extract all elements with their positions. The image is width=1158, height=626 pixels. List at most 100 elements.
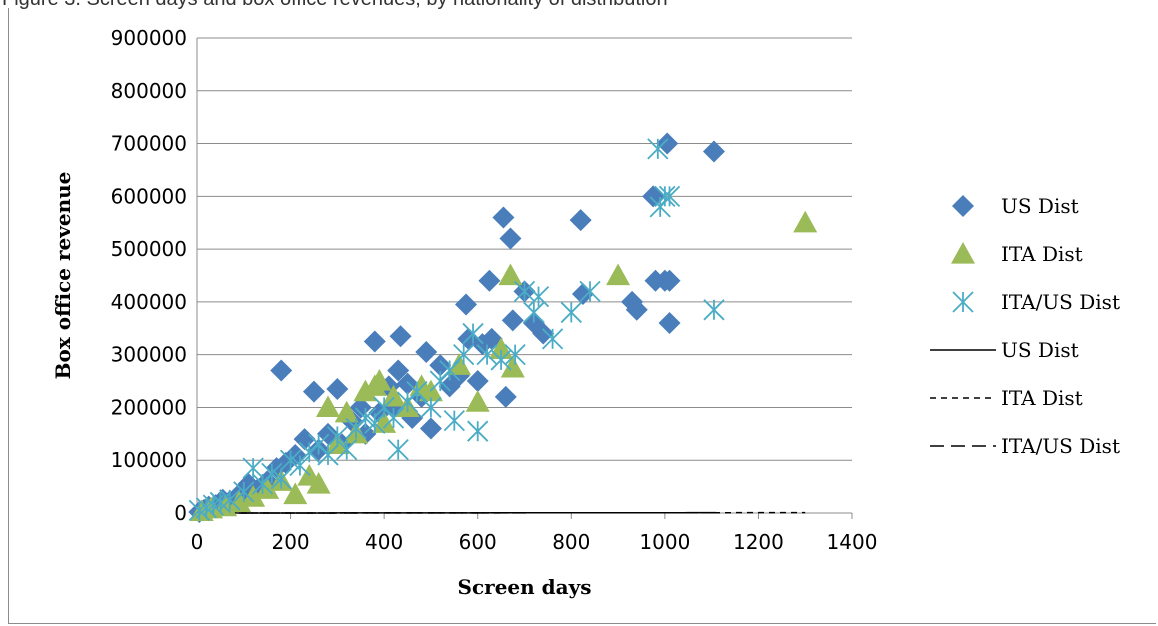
- data-point-diamond: [494, 385, 517, 408]
- data-point-diamond: [658, 312, 681, 334]
- legend-marker-diamond: [952, 195, 974, 217]
- data-point-diamond: [302, 380, 325, 403]
- data-point-diamond: [532, 322, 555, 345]
- y-axis-title: Box office revenue: [51, 172, 75, 380]
- data-point-diamond: [466, 370, 489, 393]
- data-point-asterisk: [279, 449, 302, 471]
- data-point-diamond: [455, 293, 478, 316]
- data-point-asterisk: [527, 285, 550, 308]
- data-point-asterisk: [270, 468, 292, 490]
- legend-label: US Dist: [1001, 338, 1079, 362]
- gridlines: [197, 37, 852, 514]
- data-point-asterisk: [219, 489, 241, 511]
- data-point-diamond: [501, 309, 524, 332]
- data-point-asterisk: [703, 299, 725, 321]
- data-point-asterisk: [233, 481, 255, 503]
- data-point-diamond: [492, 206, 515, 229]
- data-point-triangle: [316, 395, 340, 418]
- data-point-asterisk: [462, 322, 484, 345]
- data-point-asterisk: [382, 407, 405, 429]
- y-tick-label: 200000: [111, 395, 187, 419]
- data-point-asterisk: [560, 301, 582, 324]
- data-point-triangle: [241, 485, 266, 507]
- x-tick-label: 1200: [733, 530, 784, 554]
- legend-label: ITA Dist: [1001, 386, 1083, 410]
- figure-caption: Figure 3. Screen days and box office rev…: [2, 0, 668, 11]
- data-point-asterisk: [647, 138, 669, 160]
- data-point-diamond: [656, 132, 679, 155]
- data-point-triangle: [283, 482, 308, 505]
- data-point-diamond: [658, 269, 681, 292]
- data-point-triangle: [500, 355, 525, 378]
- data-point-triangle: [793, 210, 818, 233]
- legend-label: ITA/US Dist: [1001, 290, 1120, 314]
- data-point-diamond: [478, 269, 501, 292]
- data-point-asterisk: [523, 301, 545, 324]
- data-point-asterisk: [439, 359, 461, 382]
- data-point-asterisk: [658, 185, 681, 207]
- data-point-asterisk: [504, 344, 526, 366]
- data-point-diamond: [644, 269, 667, 292]
- data-point-diamond: [270, 359, 293, 382]
- data-point-triangle: [306, 471, 331, 494]
- data-point-asterisk: [467, 420, 489, 442]
- y-tick-label: 500000: [111, 237, 187, 261]
- data-point-asterisk: [406, 380, 428, 403]
- data-point-asterisk: [420, 396, 442, 419]
- y-tick-label: 700000: [111, 132, 187, 156]
- data-point-diamond: [326, 377, 349, 400]
- data-point-asterisk: [476, 344, 498, 366]
- legend-label: ITA Dist: [1001, 242, 1083, 266]
- x-tick-label: 200: [271, 530, 309, 554]
- data-point-asterisk: [654, 185, 676, 207]
- data-point-diamond: [499, 227, 522, 250]
- data-point-asterisk: [261, 462, 283, 485]
- y-tick-label: 600000: [111, 184, 187, 208]
- data-point-diamond: [702, 140, 725, 163]
- data-point-diamond: [571, 282, 594, 305]
- data-point-diamond: [363, 330, 386, 353]
- data-point-asterisk: [579, 280, 601, 302]
- y-tick-label: 400000: [111, 290, 187, 314]
- data-point-diamond: [621, 290, 644, 313]
- data-point-asterisk: [453, 344, 475, 366]
- legend: US Dist ITA Dist ITA/US Dist US Dist ITA Dis…: [930, 194, 1120, 458]
- legend-label: ITA/US Dist: [1001, 434, 1120, 458]
- data-point-triangle: [367, 369, 392, 391]
- data-point-asterisk: [336, 439, 358, 461]
- data-point-diamond: [396, 372, 419, 395]
- data-point-asterisk: [289, 454, 311, 477]
- data-point-asterisk: [513, 280, 536, 302]
- data-point-diamond: [387, 359, 410, 382]
- y-tick-labels: 0 100000 200000 300000 400000 500000 600000 700…: [111, 26, 187, 525]
- data-point-diamond: [389, 325, 412, 348]
- data-point-diamond: [429, 354, 452, 377]
- y-tick-label: 100000: [111, 448, 187, 472]
- data-point-diamond: [569, 209, 592, 232]
- data-point-asterisk: [490, 349, 512, 371]
- data-point-triangle: [381, 384, 406, 407]
- y-tick-label: 0: [174, 501, 187, 525]
- data-point-asterisk: [354, 407, 377, 429]
- data-point-asterisk: [326, 425, 348, 448]
- x-tick-labels: 0 200 400 600 800 1000 1200 1400: [191, 530, 878, 554]
- x-tick-label: 600: [459, 530, 497, 554]
- y-tick-label: 900000: [111, 26, 187, 50]
- x-tick-label: 800: [552, 530, 590, 554]
- x-tick-label: 1400: [827, 530, 878, 554]
- x-tick-label: 400: [365, 530, 403, 554]
- y-tick-label: 300000: [111, 343, 187, 367]
- data-point-asterisk: [298, 441, 320, 463]
- y-tick-label: 800000: [111, 79, 187, 103]
- data-point-triangle: [606, 263, 631, 286]
- legend-marker-triangle: [951, 242, 975, 264]
- data-point-triangle: [498, 263, 523, 286]
- data-point-triangle: [465, 390, 490, 412]
- data-point-diamond: [419, 417, 442, 440]
- x-tick-label: 1000: [639, 530, 690, 554]
- legend-marker-asterisk: [952, 291, 974, 313]
- x-tick-label: 0: [191, 530, 204, 554]
- data-point-triangle: [334, 400, 359, 423]
- x-axis-title: Screen days: [458, 575, 592, 599]
